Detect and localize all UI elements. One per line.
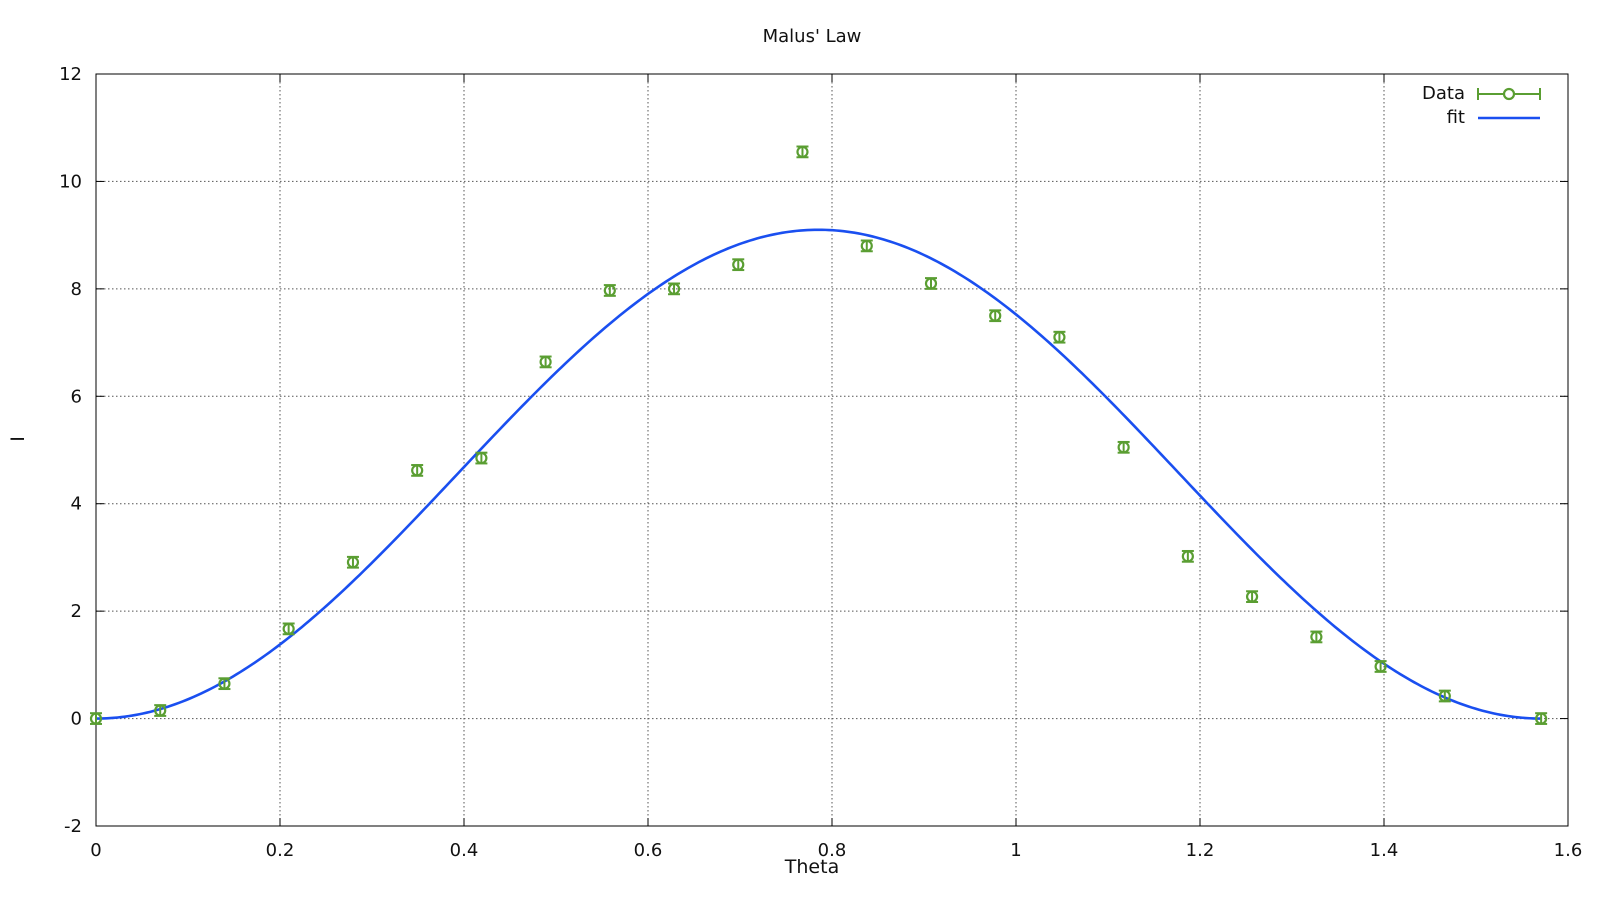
data-point — [732, 258, 745, 272]
x-tick-label: 0.6 — [634, 840, 663, 861]
y-tick-label: 0 — [71, 709, 82, 730]
data-point — [924, 277, 938, 290]
point-marker — [603, 284, 616, 297]
data-point — [282, 622, 295, 636]
legend: Data fit — [1422, 83, 1541, 128]
data-point — [796, 145, 809, 159]
point-marker — [1245, 590, 1259, 603]
point-marker — [732, 258, 745, 271]
data-point — [1374, 660, 1387, 673]
point-marker — [796, 145, 809, 158]
data-point — [218, 677, 231, 691]
point-marker — [924, 277, 938, 290]
data-point — [1245, 590, 1259, 604]
x-tick-label: 1.4 — [1370, 840, 1399, 861]
data-point — [475, 451, 488, 465]
x-tick-label: 1.6 — [1554, 840, 1583, 861]
data-point — [1438, 689, 1451, 703]
point-marker — [1053, 331, 1066, 344]
chart-title: Malus' Law — [763, 26, 862, 47]
legend-data-sample — [1477, 87, 1541, 101]
data-points — [89, 145, 1548, 725]
point-marker — [1438, 689, 1451, 703]
legend-label-fit: fit — [1447, 107, 1465, 128]
legend-label-data: Data — [1422, 83, 1465, 104]
data-point — [411, 464, 424, 477]
point-marker — [860, 239, 873, 252]
point-marker — [1181, 550, 1194, 563]
data-point — [89, 712, 103, 725]
y-tick-label: 4 — [71, 494, 82, 515]
y-tick-label: 10 — [59, 171, 82, 192]
x-tick-label: 0 — [90, 840, 101, 861]
y-tick-labels: -2 0 2 4 6 8 10 12 — [59, 64, 82, 837]
point-marker — [411, 464, 424, 477]
grid — [96, 74, 1568, 826]
point-marker — [989, 309, 1002, 322]
data-point — [603, 284, 616, 297]
data-point — [860, 239, 873, 253]
x-tick-label: 1 — [1010, 840, 1021, 861]
y-tick-label: -2 — [64, 816, 82, 837]
x-tick-label: 0.8 — [818, 840, 847, 861]
point-marker — [89, 712, 103, 725]
data-point — [667, 282, 681, 296]
x-tick-label: 1.2 — [1186, 840, 1215, 861]
y-axis-title: I — [7, 436, 29, 442]
point-marker — [475, 451, 488, 465]
point-marker — [1117, 441, 1130, 454]
point-marker — [539, 355, 552, 369]
data-point — [1053, 330, 1066, 344]
point-marker — [282, 622, 295, 635]
point-marker — [346, 556, 360, 569]
x-tick-label: 0.4 — [450, 840, 479, 861]
point-marker — [1310, 630, 1323, 644]
ticks — [95, 73, 1569, 827]
y-tick-label: 2 — [71, 601, 82, 622]
x-tick-label: 0.2 — [266, 840, 295, 861]
data-point — [346, 555, 360, 569]
point-marker — [667, 282, 681, 295]
data-point — [1181, 549, 1194, 563]
data-point — [539, 355, 552, 369]
legend-data-marker — [1502, 87, 1516, 101]
x-axis-title: Theta — [784, 856, 839, 878]
point-marker — [218, 677, 231, 690]
data-point — [1117, 440, 1130, 454]
point-marker — [1374, 660, 1387, 673]
x-tick-labels: 0 0.2 0.4 0.6 0.8 1 1.2 1.4 1.6 — [90, 840, 1582, 861]
y-tick-label: 8 — [71, 279, 82, 300]
y-tick-label: 12 — [59, 64, 82, 85]
data-point — [1535, 712, 1548, 725]
data-point — [154, 704, 167, 717]
y-tick-label: 6 — [71, 386, 82, 407]
fit-curve — [95, 228, 1541, 720]
point-marker — [154, 704, 167, 717]
point-marker — [1535, 712, 1548, 725]
data-point — [989, 309, 1002, 323]
data-point — [1310, 630, 1323, 644]
